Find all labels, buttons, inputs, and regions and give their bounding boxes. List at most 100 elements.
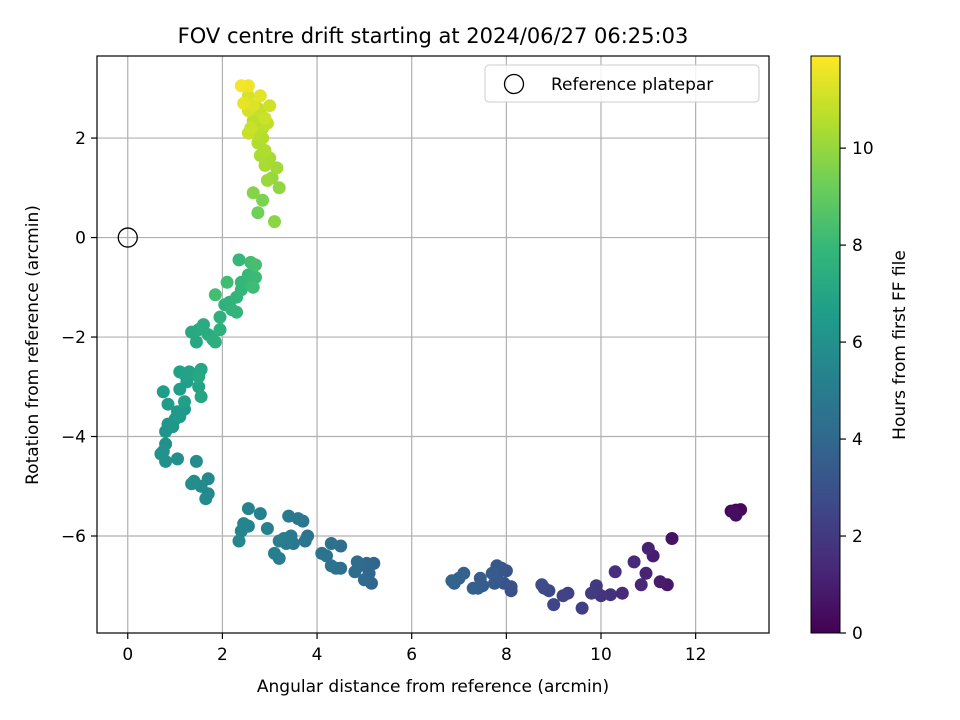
data-point [258, 111, 272, 125]
legend-marker [503, 73, 525, 95]
legend-box [484, 64, 760, 103]
data-point [604, 588, 617, 602]
data-point [213, 310, 227, 324]
data-point [185, 477, 199, 491]
data-point [270, 161, 284, 175]
data-point [220, 275, 234, 289]
data-point [156, 385, 170, 399]
data-point [263, 99, 277, 113]
y-axis-label: Rotation from reference (arcmin) [23, 205, 43, 485]
data-point [253, 507, 267, 521]
grid [97, 56, 769, 633]
data-point [627, 555, 641, 569]
y-tick-label: −4 [61, 428, 86, 448]
y-tick-label: −2 [61, 328, 86, 348]
x-tick-label: 8 [501, 645, 512, 665]
legend: Reference platepar [484, 64, 760, 103]
colorbar-label: Hours from first FF file [890, 250, 910, 440]
data-point [241, 502, 255, 516]
data-point [232, 534, 246, 548]
data-point [324, 559, 338, 573]
data-point [260, 173, 274, 187]
reference-marker [117, 227, 138, 248]
data-point [298, 534, 312, 548]
data-point [237, 96, 251, 110]
data-point [268, 546, 281, 560]
data-point [192, 370, 206, 384]
data-point [641, 541, 655, 555]
legend-entry: Reference platepar [551, 75, 713, 95]
colorbar-tick-label: 10 [852, 139, 874, 159]
data-point [189, 454, 203, 468]
data-point [251, 206, 265, 220]
data-point [272, 181, 286, 195]
colorbar-tick-label: 2 [852, 527, 863, 547]
data-point [258, 158, 272, 172]
data-point [249, 270, 262, 284]
data-point [488, 576, 501, 590]
data-point [230, 305, 244, 319]
data-point [485, 566, 499, 580]
x-tick-label: 4 [312, 645, 323, 665]
data-point [234, 524, 248, 538]
data-point [348, 565, 362, 579]
plot-frame [96, 55, 770, 634]
data-point [282, 509, 296, 523]
data-point [473, 571, 487, 585]
colorbar-tick-label: 6 [852, 333, 863, 353]
x-tick-label: 6 [406, 645, 417, 665]
data-point [547, 598, 561, 612]
data-point [246, 280, 260, 294]
colorbar-tick-label: 0 [852, 624, 863, 644]
colorbar-tick-label: 8 [852, 236, 863, 256]
data-point [244, 121, 258, 135]
data-point [208, 288, 222, 302]
chart-title: FOV centre drift starting at 2024/06/27 … [178, 24, 689, 48]
data-point [232, 253, 246, 267]
colorbar-ticks: 0 2 4 6 8 10 [840, 139, 874, 644]
data-point [161, 397, 175, 411]
colorbar-tick-label: 4 [852, 430, 863, 450]
y-tick-label: −6 [61, 527, 86, 547]
data-point [253, 89, 267, 103]
x-tick-label: 2 [217, 645, 228, 665]
data-point [324, 537, 338, 550]
colorbar-gradient [810, 55, 841, 634]
data-point [171, 452, 184, 466]
data-point [639, 566, 653, 580]
x-tick-label: 10 [590, 645, 612, 665]
data-point [272, 534, 286, 548]
data-point [653, 575, 667, 589]
colorbar: 0 2 4 6 8 10 Hours from first FF file [810, 55, 910, 644]
x-tick-label: 12 [685, 645, 707, 665]
data-point [350, 555, 364, 569]
y-tick-label: 0 [75, 229, 86, 249]
data-point [615, 586, 629, 600]
data-point [249, 258, 262, 272]
data-point [197, 318, 210, 332]
reference-platepar-marker [117, 227, 138, 248]
y-tick-label: 2 [75, 129, 86, 149]
data-point [213, 323, 227, 337]
data-points [154, 79, 748, 615]
data-point [268, 215, 281, 229]
data-point [535, 578, 549, 592]
data-point [556, 589, 570, 603]
data-point [727, 505, 740, 519]
data-point [585, 586, 598, 600]
x-axis-label: Angular distance from reference (arcmin) [257, 677, 609, 697]
data-point [634, 578, 648, 592]
data-point [178, 395, 191, 409]
data-point [194, 390, 208, 404]
data-point [260, 522, 274, 535]
y-axis-ticks: 2 0 −2 −4 −6 [61, 129, 97, 547]
data-point [189, 335, 203, 349]
data-point [246, 186, 260, 200]
data-point [357, 573, 371, 587]
data-point [208, 335, 222, 349]
data-point [154, 447, 168, 461]
data-point [199, 492, 213, 506]
data-point [575, 601, 589, 615]
data-point [665, 532, 679, 545]
